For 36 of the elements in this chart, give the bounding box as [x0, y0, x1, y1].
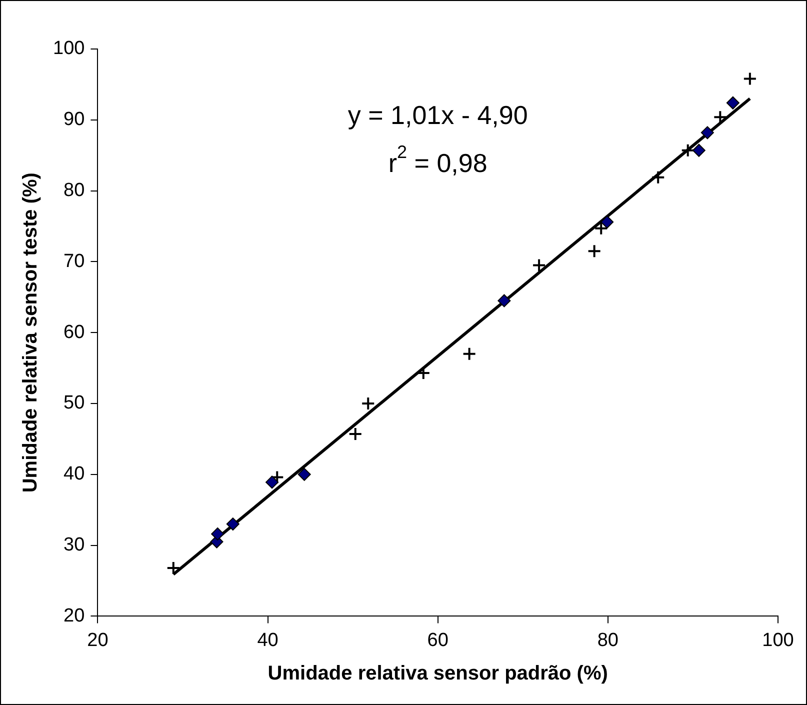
point	[266, 476, 279, 489]
point	[600, 215, 614, 228]
point	[498, 294, 511, 308]
y-tick-label: 40	[64, 464, 85, 485]
y-tick-label: 50	[64, 392, 85, 414]
point	[651, 170, 666, 184]
y-tick-label: 90	[64, 109, 85, 130]
point	[726, 96, 740, 110]
point	[680, 143, 695, 158]
x-tick-label: 100	[762, 630, 794, 651]
x-tick-label: 60	[427, 630, 448, 651]
point	[226, 518, 240, 531]
annotation: y = 1,01x - 4,90	[348, 100, 528, 130]
x-axis-title: Umidade relativa sensor padrão (%)	[268, 662, 608, 685]
x-tick-label: 80	[597, 630, 618, 651]
point	[700, 126, 714, 140]
point	[713, 110, 728, 124]
y-axis-title: Umidade relativa sensor teste (%)	[20, 172, 42, 493]
point	[532, 258, 546, 272]
point	[298, 468, 311, 481]
point	[587, 244, 602, 258]
point	[361, 396, 376, 410]
point	[742, 72, 757, 86]
point	[692, 144, 706, 157]
y-tick-label: 80	[64, 180, 85, 202]
y-tick-label: 100	[53, 38, 85, 60]
x-tick-label: 40	[257, 630, 278, 651]
point	[211, 527, 224, 540]
y-tick-label: 20	[64, 605, 85, 626]
x-tick-label: 20	[87, 630, 108, 651]
point	[462, 346, 476, 361]
y-tick-label: 30	[64, 534, 85, 556]
y-tick-label: 70	[64, 250, 85, 272]
point	[594, 221, 608, 236]
y-tick-label: 60	[64, 322, 85, 343]
point	[348, 426, 362, 441]
